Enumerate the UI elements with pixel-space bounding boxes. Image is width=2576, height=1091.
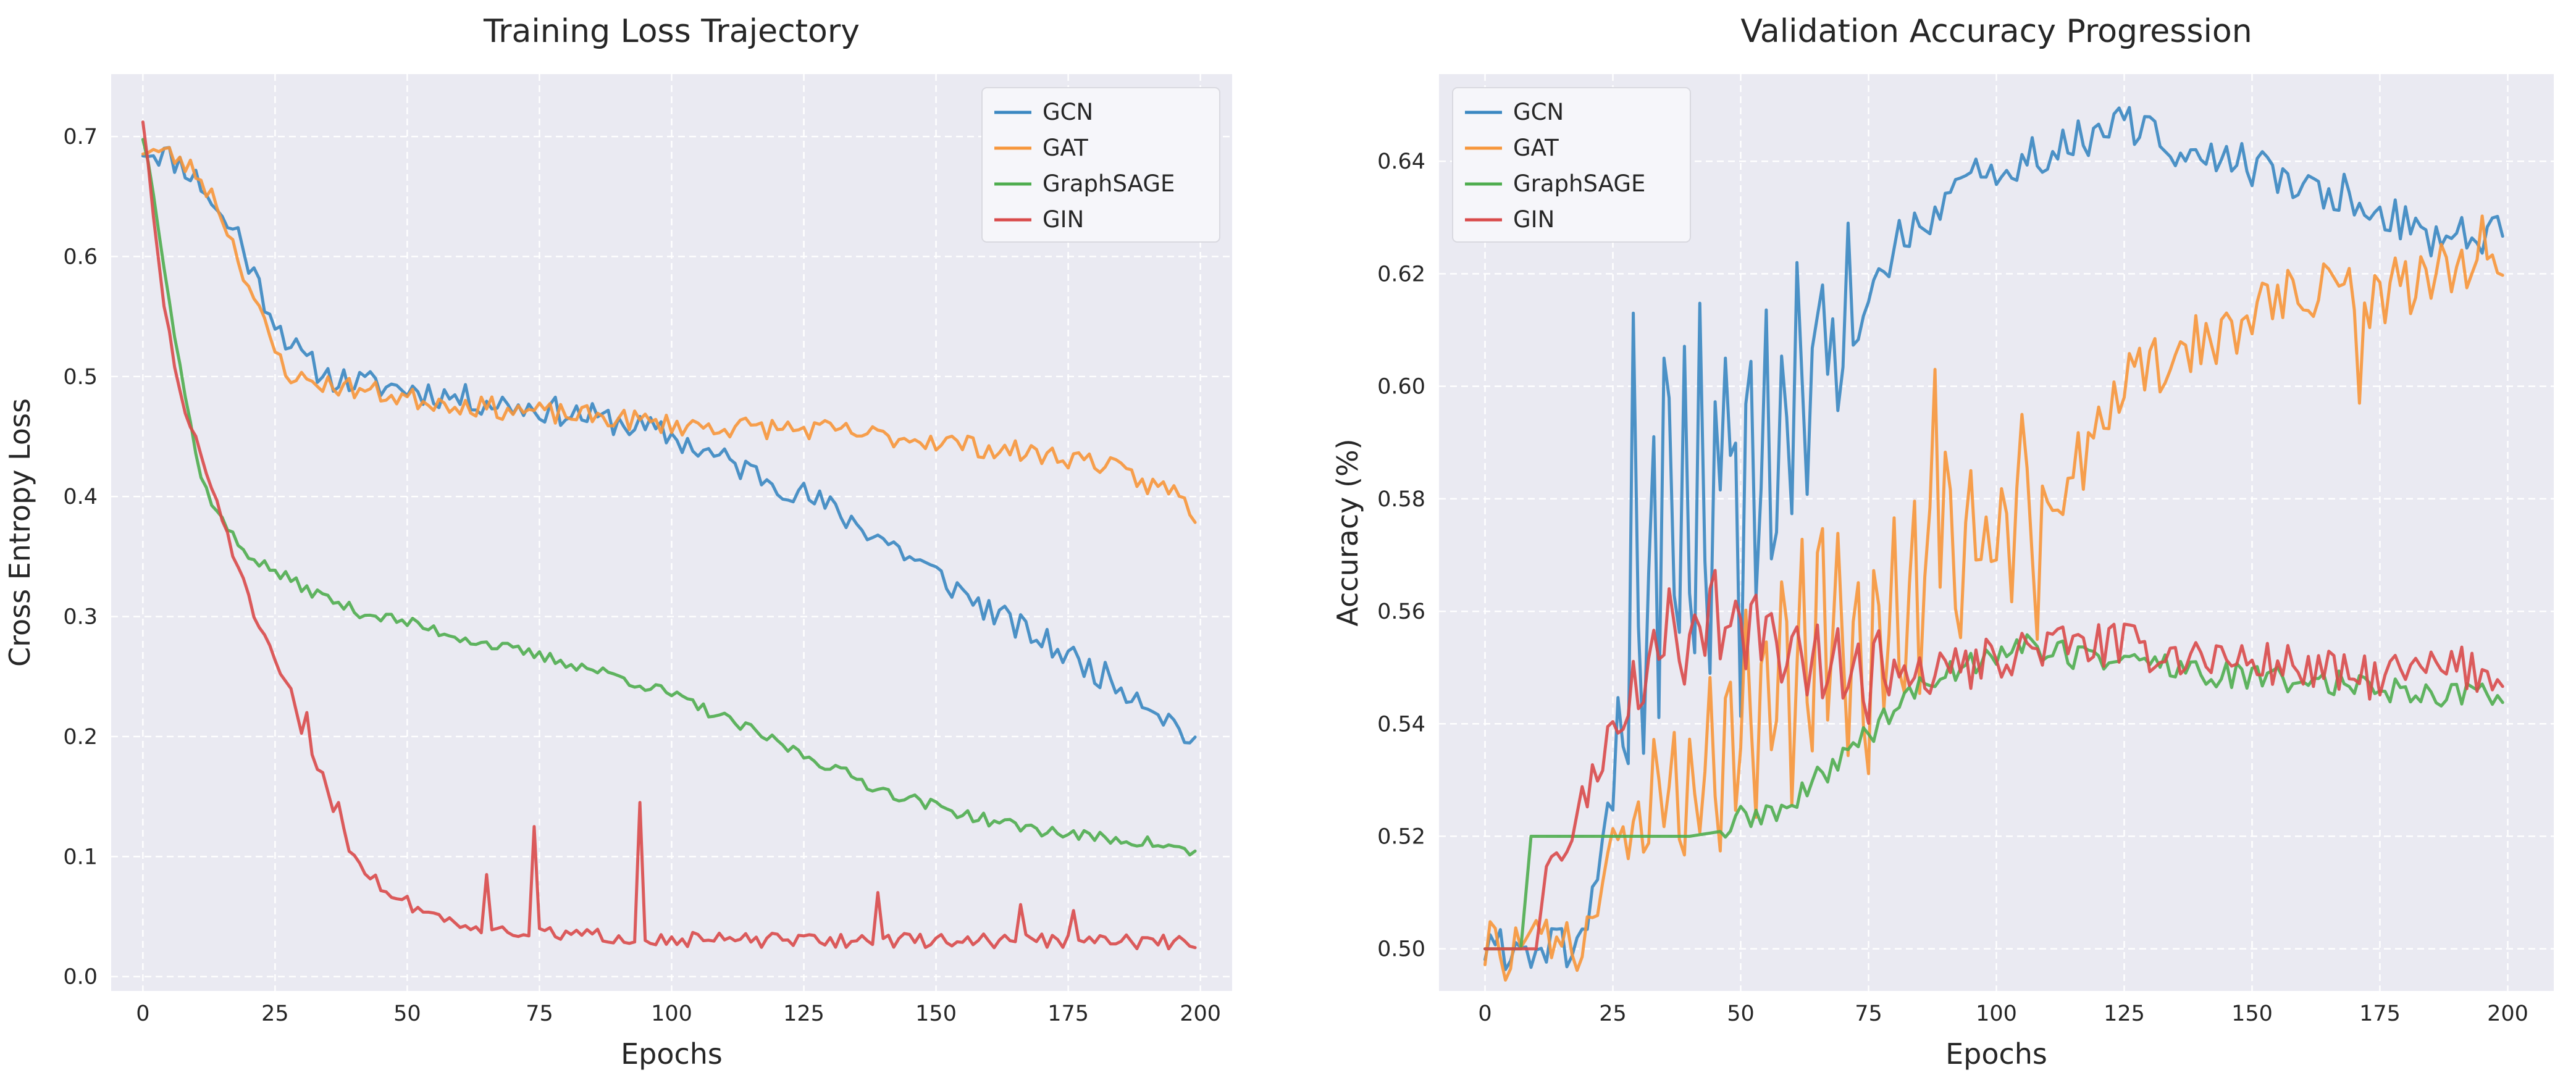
legend-box (981, 87, 1220, 243)
x-axis-label: Epochs (621, 1037, 723, 1071)
x-tick-label: 100 (651, 1001, 692, 1026)
y-tick-label: 0.58 (1377, 487, 1425, 512)
legend-label: GIN (1043, 206, 1084, 233)
y-axis-label: Cross Entropy Loss (3, 398, 36, 667)
chart-title: Training Loss Trajectory (483, 13, 860, 50)
series-line-gin (141, 120, 1197, 951)
legend-label: GraphSAGE (1513, 170, 1645, 197)
y-tick-label: 0.50 (1377, 937, 1425, 962)
x-tick-label: 200 (1180, 1001, 1221, 1026)
x-axis-label: Epochs (1945, 1037, 2047, 1071)
x-tick-label: 150 (2231, 1001, 2273, 1026)
chart-panel-2: 0 25 50 75 100 125 150 175 200 0.50 0.52 0.54 0.56 0.… (1331, 13, 2554, 1071)
x-tick-label: 75 (1855, 1001, 1882, 1026)
y-tick-label: 0.6 (63, 245, 98, 269)
legend-label: GAT (1043, 135, 1088, 161)
series-line-gin (1483, 569, 2504, 951)
x-tick-label: 75 (526, 1001, 553, 1026)
y-tick-label: 0.64 (1377, 149, 1425, 174)
x-tick-label: 175 (1047, 1001, 1089, 1026)
x-tick-label: 0 (1478, 1001, 1491, 1026)
legend-label: GIN (1513, 206, 1554, 233)
x-tick-label: 125 (783, 1001, 824, 1026)
y-tick-label: 0.60 (1377, 375, 1425, 399)
chart-title: Validation Accuracy Progression (1740, 13, 2252, 50)
x-tick-label: 100 (1976, 1001, 2017, 1026)
x-tick-label: 125 (2104, 1001, 2145, 1026)
y-tick-label: 0.2 (63, 725, 98, 750)
y-tick-label: 0.56 (1377, 600, 1425, 624)
y-tick-label: 0.1 (63, 845, 98, 869)
series-line-gat (1483, 214, 2504, 982)
legend-label: GCN (1513, 99, 1564, 125)
x-tick-label: 25 (261, 1001, 289, 1026)
series-line-graphsage (1483, 633, 2504, 951)
y-axis-label: Accuracy (%) (1331, 438, 1364, 626)
legend: GCN GAT GraphSAGE GIN (1452, 87, 1691, 243)
x-tick-label: 50 (393, 1001, 421, 1026)
legend: GCN GAT GraphSAGE GIN (981, 87, 1220, 243)
x-tick-label: 150 (915, 1001, 957, 1026)
y-tick-label: 0.52 (1377, 824, 1425, 849)
series-line-graphsage (141, 138, 1197, 857)
x-tick-label: 0 (136, 1001, 149, 1026)
chart-panel-1: 0 25 50 75 100 125 150 175 200 0.0 0.1 0.2 0.3 0.4 0.5… (3, 13, 1232, 1071)
legend-label: GraphSAGE (1043, 170, 1175, 197)
y-tick-label: 0.0 (63, 965, 98, 990)
x-tick-label: 25 (1599, 1001, 1627, 1026)
x-tick-label: 175 (2359, 1001, 2401, 1026)
y-tick-label: 0.54 (1377, 712, 1425, 737)
y-tick-label: 0.4 (63, 485, 98, 509)
x-tick-label: 50 (1727, 1001, 1755, 1026)
series-line-gcn (141, 146, 1197, 745)
y-tick-label: 0.3 (63, 605, 98, 630)
legend-label: GCN (1043, 99, 1093, 125)
series-line-gcn (1483, 106, 2504, 971)
x-tick-label: 200 (2487, 1001, 2528, 1026)
y-tick-label: 0.62 (1377, 262, 1425, 286)
series-line-gat (141, 146, 1197, 524)
y-tick-label: 0.7 (63, 125, 98, 149)
legend-label: GAT (1513, 135, 1559, 161)
legend-box (1452, 87, 1691, 243)
y-tick-label: 0.5 (63, 365, 98, 390)
